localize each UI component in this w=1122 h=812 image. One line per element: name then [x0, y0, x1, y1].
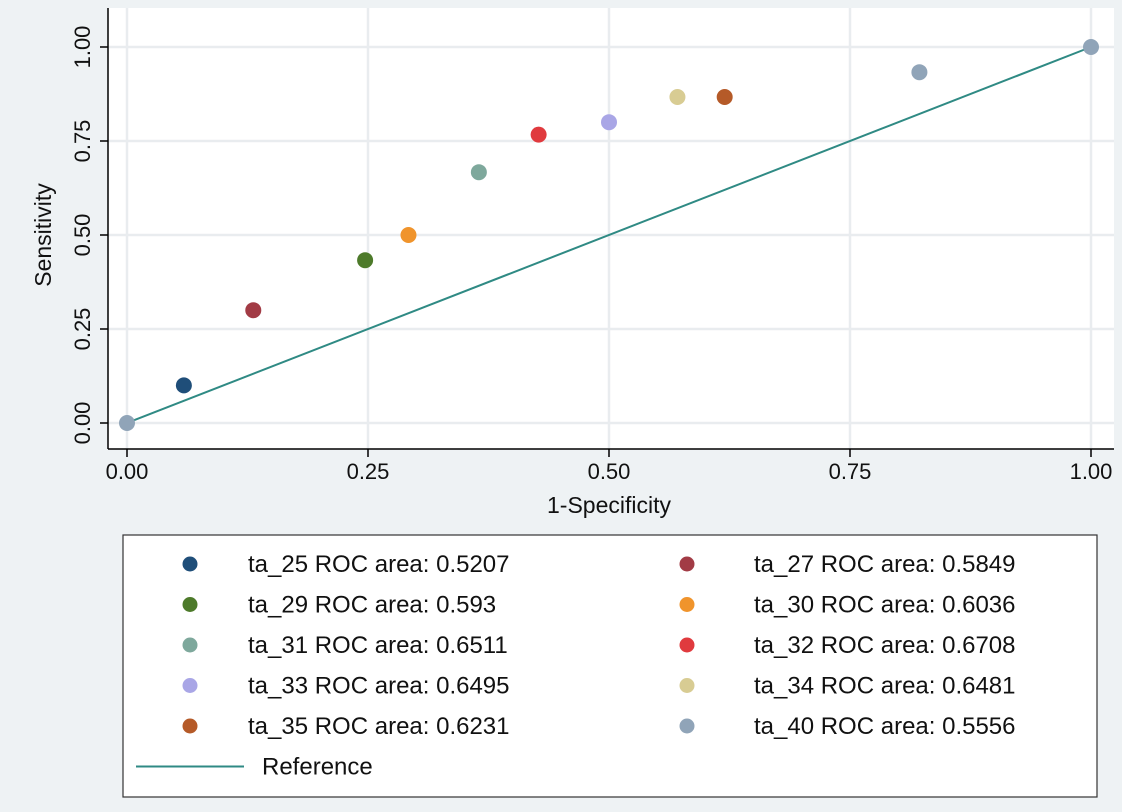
x-tick-label: 0.75: [829, 459, 872, 484]
legend-marker: [679, 597, 695, 612]
roc-point: [400, 227, 417, 243]
plot-background: [108, 8, 1114, 449]
data-points: [119, 39, 1099, 431]
x-tick-label: 0.50: [588, 459, 631, 484]
legend-marker: [679, 718, 695, 734]
reference-line: [126, 46, 1092, 424]
y-axis-title: Sensitivity: [30, 183, 56, 287]
y-tick-label: 0.75: [70, 120, 95, 163]
roc-point: [357, 252, 374, 269]
legend-entry-label: ta_40 ROC area: 0.5556: [754, 713, 1016, 740]
legend-marker: [182, 678, 198, 693]
legend-entry-label: ta_31 ROC area: 0.6511: [248, 632, 508, 659]
y-tick-label: 0.50: [70, 214, 95, 257]
roc-point: [175, 377, 192, 394]
legend-entry-label: ta_35 ROC area: 0.6231: [248, 713, 510, 740]
roc-point: [716, 89, 733, 106]
legend-marker: [182, 597, 198, 612]
legend-entry-label: ta_30 ROC area: 0.6036: [754, 592, 1016, 619]
legend-marker: [679, 678, 695, 693]
legend-marker: [679, 637, 695, 653]
legend: ta_25 ROC area: 0.5207 ta_27 ROC area: 0.…: [136, 551, 1016, 781]
x-tick-label: 0.00: [106, 459, 149, 484]
y-axis-ticks: 0.00 0.25 0.50 0.75 1.00: [70, 26, 108, 445]
roc-point: [245, 302, 262, 319]
roc-endpoint: [119, 415, 135, 431]
roc-point: [470, 164, 487, 181]
y-tick-label: 0.25: [70, 308, 95, 351]
legend-marker: [679, 556, 695, 572]
roc-point: [601, 114, 617, 131]
legend-entry-label: ta_34 ROC area: 0.6481: [754, 673, 1016, 700]
grid-lines: [108, 8, 1114, 449]
legend-entry-label: ta_27 ROC area: 0.5849: [754, 551, 1016, 578]
legend-entry-label: ta_32 ROC area: 0.6708: [754, 632, 1016, 659]
roc-endpoint: [1083, 39, 1099, 55]
roc-point: [530, 126, 547, 143]
legend-marker: [182, 556, 198, 572]
y-tick-label: 0.00: [70, 402, 95, 445]
x-axis-ticks: 0.00 0.25 0.50 0.75 1.00: [106, 449, 1113, 484]
legend-entry-label: ta_29 ROC area: 0.593: [248, 592, 496, 619]
legend-marker: [182, 637, 198, 653]
roc-point: [669, 89, 686, 106]
reference-line-path: [126, 46, 1092, 424]
legend-box: [122, 534, 1098, 798]
legend-marker: [182, 718, 198, 734]
legend-entry-label: ta_33 ROC area: 0.6495: [248, 673, 510, 700]
legend-entry-label: ta_25 ROC area: 0.5207: [248, 551, 510, 578]
x-tick-label: 1.00: [1070, 459, 1113, 484]
roc-point: [911, 64, 928, 81]
y-tick-label: 1.00: [70, 26, 95, 69]
x-tick-label: 0.25: [347, 459, 390, 484]
x-axis-title: 1-Specificity: [547, 492, 671, 518]
legend-reference-label: Reference: [262, 754, 373, 781]
